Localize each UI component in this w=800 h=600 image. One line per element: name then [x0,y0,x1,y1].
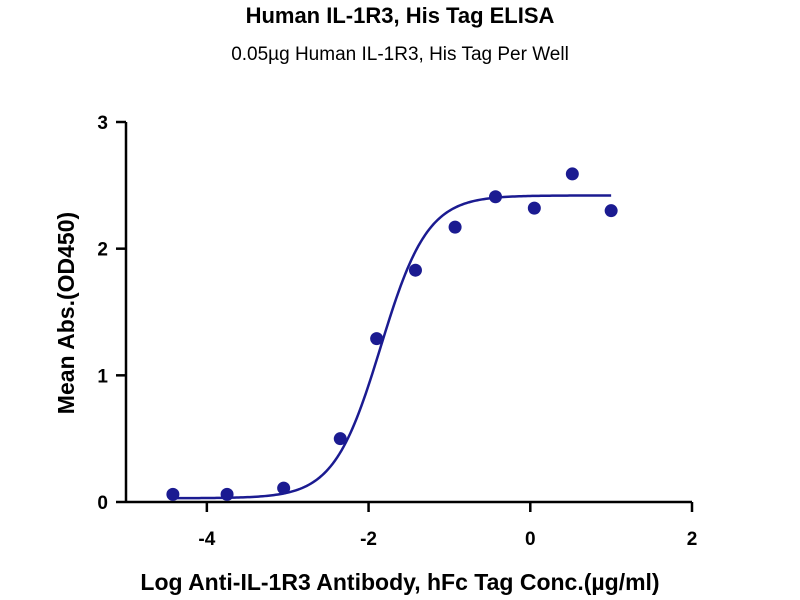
data-point [448,220,462,234]
chart-subtitle: 0.05µg Human IL-1R3, His Tag Per Well [231,44,569,65]
data-point [408,263,422,277]
y-axis-ticks: 0 1 2 3 [97,113,126,514]
y-tick-label: 1 [97,366,108,387]
x-tick-label: -4 [198,529,215,550]
x-tick-label: 0 [525,529,536,550]
data-point [166,487,180,501]
data-point [527,201,541,215]
fit-curve [172,194,612,500]
y-tick-label: 2 [97,240,108,261]
data-point [565,167,579,181]
y-tick-label: 3 [97,113,108,134]
data-point [220,487,234,501]
x-tick-label: 2 [687,529,698,550]
y-tick-label: 0 [97,493,108,514]
data-point [277,481,291,495]
x-tick-label: -2 [360,529,377,550]
data-points [166,167,618,501]
chart-title: Human IL-1R3, His Tag ELISA [246,3,555,28]
y-axis-label: Mean Abs.(OD450) [53,212,79,414]
data-point [489,190,503,204]
x-axis-label: Log Anti-IL-1R3 Antibody, hFc Tag Conc.(… [140,569,659,595]
x-axis-ticks: -4 -2 0 2 [198,502,697,550]
data-point [604,204,618,218]
data-point [333,432,347,446]
data-point [370,332,384,346]
